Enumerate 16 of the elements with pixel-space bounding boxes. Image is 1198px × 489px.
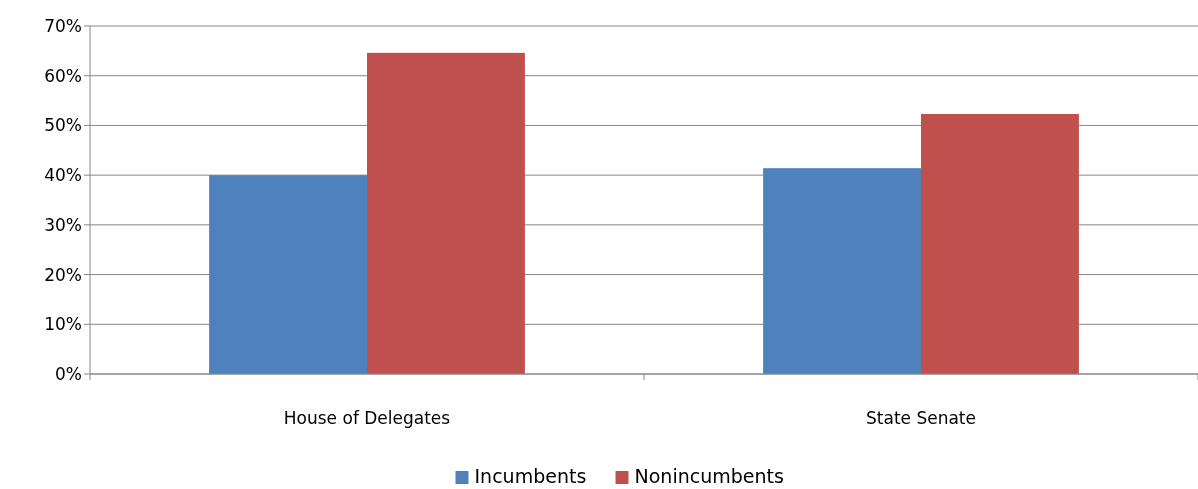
bar — [367, 52, 525, 374]
y-tick-label: 50% — [44, 115, 82, 136]
x-tick-label: State Senate — [866, 408, 976, 428]
y-tick-label: 10% — [44, 314, 82, 335]
y-tick-label: 0% — [55, 363, 82, 384]
y-tick-label: 20% — [44, 264, 82, 285]
x-tick-label: House of Delegates — [283, 408, 451, 428]
bar — [921, 113, 1079, 374]
legend-label: Incumbents — [474, 465, 587, 487]
y-tick-label: 70% — [44, 15, 82, 36]
y-tick-label: 40% — [44, 165, 82, 186]
y-tick-label: 60% — [44, 65, 82, 86]
legend-label: Nonincumbents — [634, 465, 784, 487]
bar — [209, 175, 367, 374]
y-tick-label: 30% — [44, 214, 82, 235]
bar — [763, 168, 921, 374]
